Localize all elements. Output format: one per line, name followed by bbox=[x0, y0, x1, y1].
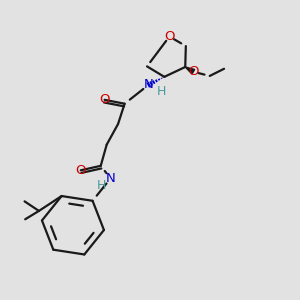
Polygon shape bbox=[185, 67, 195, 74]
Text: O: O bbox=[99, 93, 110, 106]
Text: H: H bbox=[97, 179, 106, 192]
Text: O: O bbox=[76, 164, 86, 177]
Text: H: H bbox=[157, 85, 166, 98]
Text: O: O bbox=[164, 30, 175, 43]
Text: N: N bbox=[106, 172, 116, 185]
Text: N: N bbox=[144, 78, 153, 92]
Text: O: O bbox=[188, 65, 199, 78]
